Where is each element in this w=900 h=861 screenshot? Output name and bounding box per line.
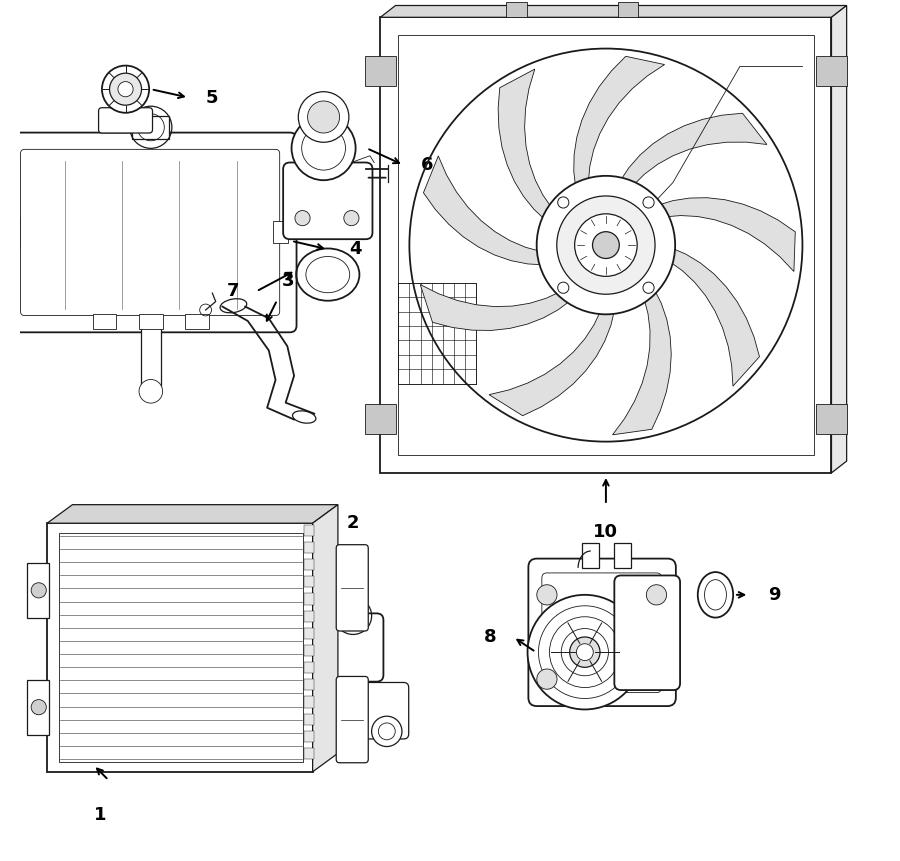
Polygon shape xyxy=(489,293,616,416)
Polygon shape xyxy=(574,56,664,203)
Circle shape xyxy=(295,211,310,226)
FancyBboxPatch shape xyxy=(323,613,383,682)
Circle shape xyxy=(592,232,619,258)
Text: 10: 10 xyxy=(593,523,618,542)
Circle shape xyxy=(536,176,675,314)
Circle shape xyxy=(118,82,133,96)
Bar xyxy=(140,325,161,386)
Polygon shape xyxy=(381,17,832,473)
Polygon shape xyxy=(654,244,760,387)
FancyBboxPatch shape xyxy=(816,56,847,86)
Circle shape xyxy=(557,196,655,294)
Circle shape xyxy=(646,585,667,605)
Bar xyxy=(582,542,599,568)
Polygon shape xyxy=(47,505,338,523)
Bar xyxy=(304,714,314,725)
Circle shape xyxy=(527,595,642,709)
Polygon shape xyxy=(832,5,847,473)
Circle shape xyxy=(574,214,637,276)
Circle shape xyxy=(314,679,378,743)
Circle shape xyxy=(558,197,569,208)
Bar xyxy=(507,2,526,17)
Ellipse shape xyxy=(220,299,247,313)
FancyBboxPatch shape xyxy=(337,677,368,763)
Bar xyxy=(304,576,314,587)
Text: 8: 8 xyxy=(483,628,497,646)
Circle shape xyxy=(110,73,141,105)
Bar xyxy=(304,748,314,759)
Circle shape xyxy=(102,65,149,113)
Polygon shape xyxy=(423,156,561,265)
Bar xyxy=(93,313,116,329)
Bar xyxy=(304,697,314,708)
Bar xyxy=(139,313,163,329)
Bar xyxy=(304,645,314,656)
Bar xyxy=(27,563,49,617)
FancyBboxPatch shape xyxy=(528,559,676,706)
Circle shape xyxy=(32,583,46,598)
Bar xyxy=(185,313,209,329)
Circle shape xyxy=(344,211,359,226)
Polygon shape xyxy=(47,523,312,771)
Bar xyxy=(304,610,314,622)
FancyBboxPatch shape xyxy=(816,404,847,435)
Bar xyxy=(615,542,631,568)
Bar xyxy=(304,524,314,536)
Bar xyxy=(304,679,314,691)
Bar xyxy=(273,221,288,244)
Text: 3: 3 xyxy=(282,272,294,290)
Circle shape xyxy=(536,669,557,689)
FancyBboxPatch shape xyxy=(4,133,296,332)
Circle shape xyxy=(576,644,593,660)
Circle shape xyxy=(643,197,654,208)
Circle shape xyxy=(372,716,402,746)
Circle shape xyxy=(643,282,654,294)
Circle shape xyxy=(292,116,356,180)
FancyBboxPatch shape xyxy=(284,163,373,239)
Text: 4: 4 xyxy=(349,240,362,258)
Polygon shape xyxy=(643,198,796,271)
FancyBboxPatch shape xyxy=(365,56,395,86)
Polygon shape xyxy=(613,114,767,199)
Circle shape xyxy=(139,380,163,403)
Polygon shape xyxy=(613,276,671,435)
FancyBboxPatch shape xyxy=(358,683,409,739)
FancyBboxPatch shape xyxy=(615,575,680,690)
Bar xyxy=(304,542,314,553)
Text: 1: 1 xyxy=(94,806,106,823)
Polygon shape xyxy=(381,5,847,17)
Ellipse shape xyxy=(292,411,316,423)
Circle shape xyxy=(32,700,46,715)
Text: 5: 5 xyxy=(205,89,218,107)
Bar xyxy=(132,115,169,139)
Bar xyxy=(304,662,314,673)
Bar xyxy=(304,559,314,570)
Circle shape xyxy=(536,585,557,605)
Bar xyxy=(27,680,49,734)
Bar xyxy=(2,217,21,248)
Bar xyxy=(304,628,314,639)
Bar xyxy=(398,283,476,383)
Bar xyxy=(304,593,314,604)
Text: 7: 7 xyxy=(227,282,239,300)
Circle shape xyxy=(308,101,339,133)
FancyBboxPatch shape xyxy=(99,108,152,133)
Bar xyxy=(618,2,638,17)
Text: 6: 6 xyxy=(420,156,433,174)
Polygon shape xyxy=(498,69,563,230)
FancyBboxPatch shape xyxy=(365,404,395,435)
Polygon shape xyxy=(420,282,583,331)
Bar xyxy=(304,731,314,742)
Text: 9: 9 xyxy=(768,585,780,604)
Circle shape xyxy=(570,637,600,667)
Circle shape xyxy=(298,92,349,142)
Polygon shape xyxy=(312,505,338,771)
Circle shape xyxy=(558,282,569,294)
Text: 2: 2 xyxy=(346,514,359,531)
FancyBboxPatch shape xyxy=(337,545,368,631)
